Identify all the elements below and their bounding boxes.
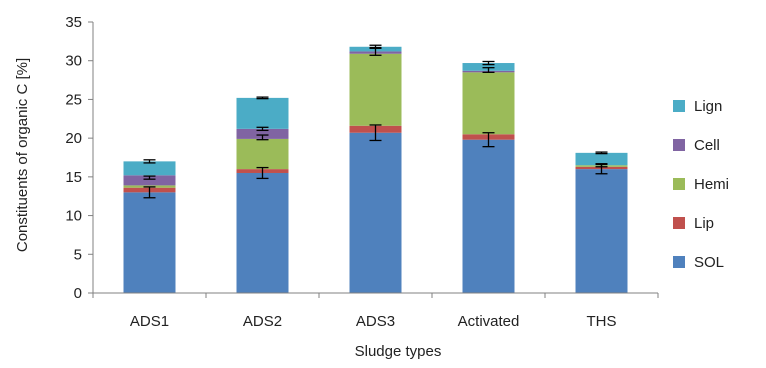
bar-ads2-cell: [236, 128, 289, 139]
legend-label-sol: SOL: [694, 254, 724, 271]
legend-label-cell: Cell: [694, 137, 720, 154]
y-tick-label-15: 15: [65, 169, 82, 186]
legend-item-lign: Lign: [673, 98, 722, 115]
error-bar-ads3-3: [369, 46, 382, 56]
bar-ads2-hemi: [236, 138, 289, 170]
x-tick-label-ths: THS: [587, 313, 617, 330]
y-axis-title: Constituents of organic C [%]: [14, 58, 31, 252]
legend-label-lign: Lign: [694, 98, 722, 115]
x-tick-label-ads3: ADS3: [356, 313, 395, 330]
error-bar-ads3-sol: [369, 124, 382, 142]
bar-ads1-lign: [123, 161, 176, 176]
legend-item-cell: Cell: [673, 137, 720, 154]
legend-swatch-lip: [673, 217, 685, 229]
error-bar-ads2-sol: [256, 166, 269, 180]
error-bar-activated-sol: [482, 132, 495, 148]
y-tick-label-5: 5: [74, 246, 82, 263]
error-bar-ads2-1: [256, 134, 269, 141]
error-bar-ads2-lign: [256, 96, 269, 100]
bar-ads2-lign: [236, 97, 289, 129]
bar-ads1-cell: [123, 175, 176, 186]
bar-ads3-sol: [349, 132, 402, 293]
y-tick-label-0: 0: [74, 285, 82, 302]
bar-ads3-hemi: [349, 53, 402, 126]
legend-swatch-lign: [673, 100, 685, 112]
legend-swatch-sol: [673, 256, 685, 268]
bar-ths-sol: [575, 169, 628, 293]
y-tick-label-25: 25: [65, 91, 82, 108]
y-tick-label-10: 10: [65, 208, 82, 225]
x-axis-title: Sludge types: [355, 343, 442, 360]
error-bar-ads1-0: [143, 175, 156, 180]
legend-swatch-cell: [673, 139, 685, 151]
error-bar-ads2-2: [256, 126, 269, 132]
legend-label-hemi: Hemi: [694, 176, 729, 193]
error-bar-activated-4: [482, 67, 495, 73]
error-bar-ths-lign: [595, 151, 608, 155]
y-tick-label-35: 35: [65, 14, 82, 31]
bar-ths-lign: [575, 152, 628, 166]
bar-ads2-sol: [236, 172, 289, 293]
error-bar-ads1-lign: [143, 159, 156, 164]
bar-activated-hemi: [462, 72, 515, 135]
legend-item-lip: Lip: [673, 215, 714, 232]
legend-item-sol: SOL: [673, 254, 724, 271]
legend-swatch-hemi: [673, 178, 685, 190]
bar-activated-sol: [462, 139, 515, 293]
x-tick-label-ads2: ADS2: [243, 313, 282, 330]
x-tick-label-activated: Activated: [458, 313, 520, 330]
y-tick-label-30: 30: [65, 53, 82, 70]
legend-label-lip: Lip: [694, 215, 714, 232]
y-tick-label-20: 20: [65, 130, 82, 147]
error-bar-ads1-sol: [143, 186, 156, 199]
x-tick-label-ads1: ADS1: [130, 313, 169, 330]
bar-ads1-sol: [123, 192, 176, 293]
error-bar-activated-lign: [482, 60, 495, 66]
error-bar-ths-5: [595, 163, 608, 168]
legend-item-hemi: Hemi: [673, 176, 729, 193]
bar-activated-lign: [462, 63, 515, 71]
